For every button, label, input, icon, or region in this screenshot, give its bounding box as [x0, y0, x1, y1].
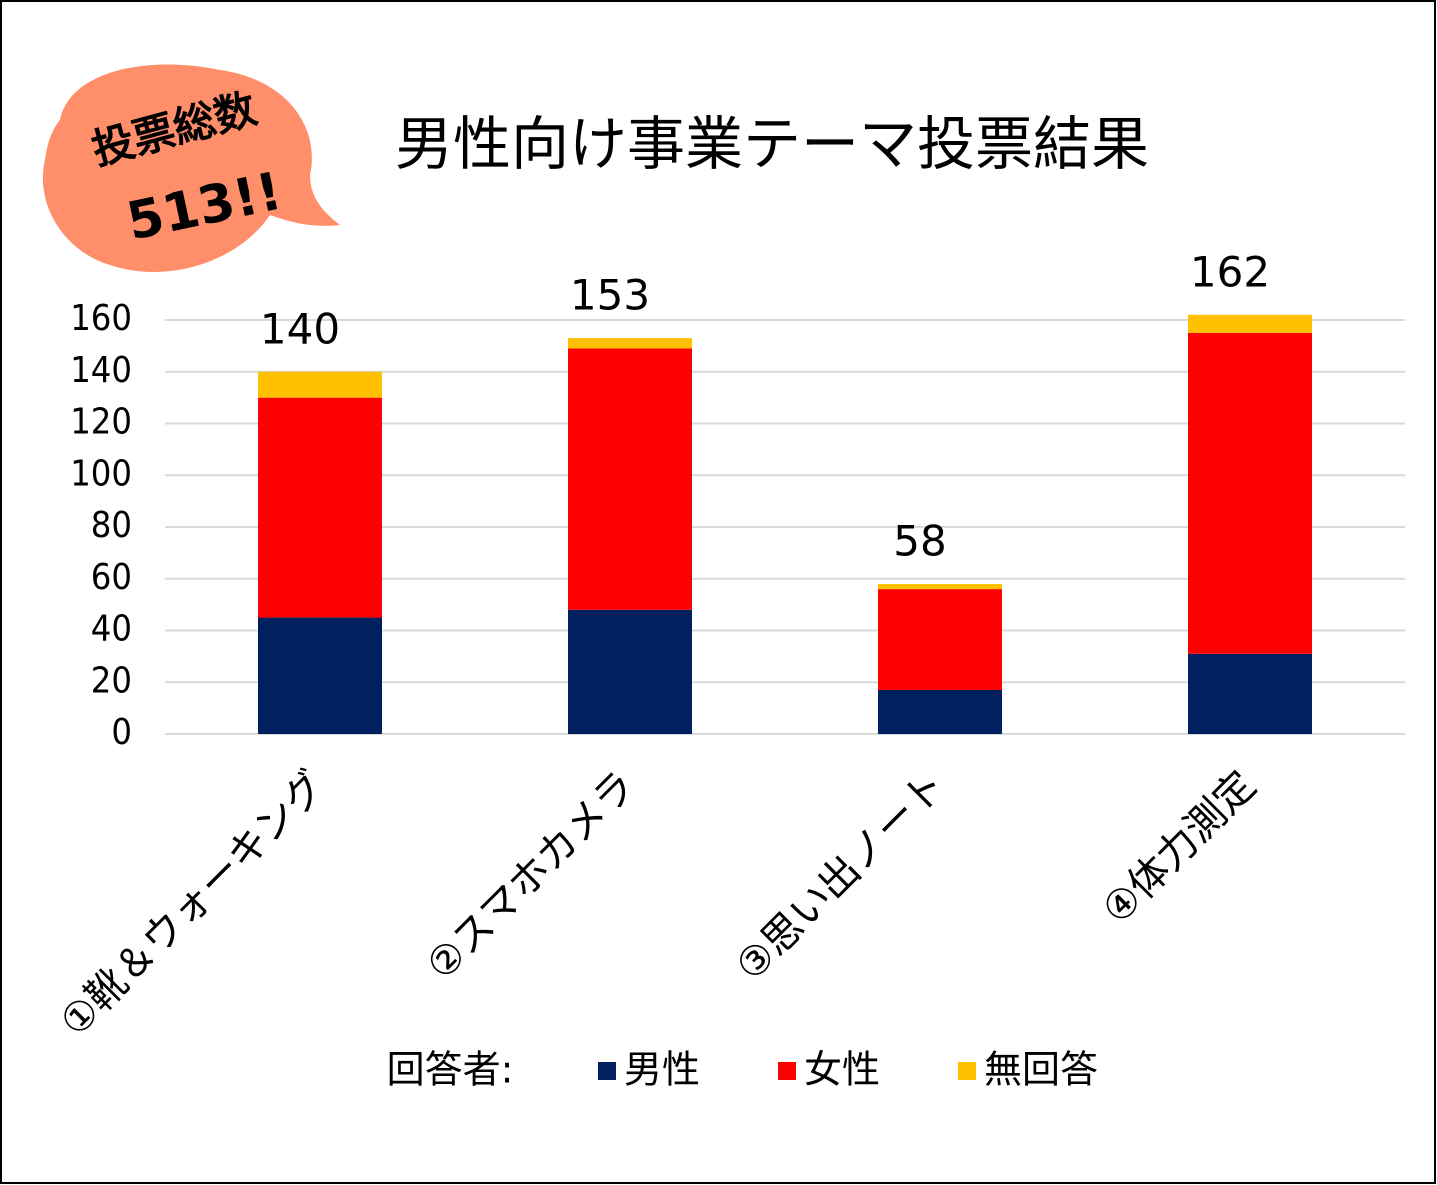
legend-swatch [778, 1062, 796, 1080]
legend-swatch [958, 1062, 976, 1080]
legend-label: 女性 [804, 1048, 880, 1092]
total-label: 162 [1190, 247, 1270, 296]
y-tick-label: 40 [91, 609, 132, 650]
y-tick-label: 160 [70, 298, 132, 339]
bar-segment [878, 589, 1002, 691]
bar-segment [568, 338, 692, 349]
bar-segment [258, 371, 382, 398]
bar-segment [258, 397, 382, 618]
total-label: 153 [570, 271, 650, 320]
legend-title: 回答者: [387, 1048, 514, 1092]
y-tick-label: 80 [91, 505, 132, 546]
bar-segment [1188, 653, 1312, 734]
bar-segment [878, 583, 1002, 590]
callout: 投票総数 513!! [42, 64, 340, 272]
y-tick-label: 60 [91, 557, 132, 598]
y-tick-label: 140 [70, 350, 132, 391]
y-tick-label: 100 [70, 453, 132, 494]
bar-segment [568, 348, 692, 610]
y-tick-label: 0 [111, 712, 132, 753]
y-tick-label: 120 [70, 402, 132, 443]
bar-segment [1188, 332, 1312, 654]
bar-segment [258, 617, 382, 734]
total-label: 140 [260, 304, 340, 353]
chart-title: 男性向け事業テーマ投票結果 [395, 110, 1149, 178]
legend-swatch [598, 1062, 616, 1080]
bar-segment [568, 609, 692, 734]
y-tick-label: 20 [91, 660, 132, 701]
total-label: 58 [893, 516, 946, 565]
bar-segment [1188, 314, 1312, 333]
bar-segment [878, 690, 1002, 734]
legend-label: 男性 [624, 1048, 700, 1092]
callout-bubble [42, 64, 340, 272]
legend-label: 無回答 [984, 1048, 1098, 1092]
